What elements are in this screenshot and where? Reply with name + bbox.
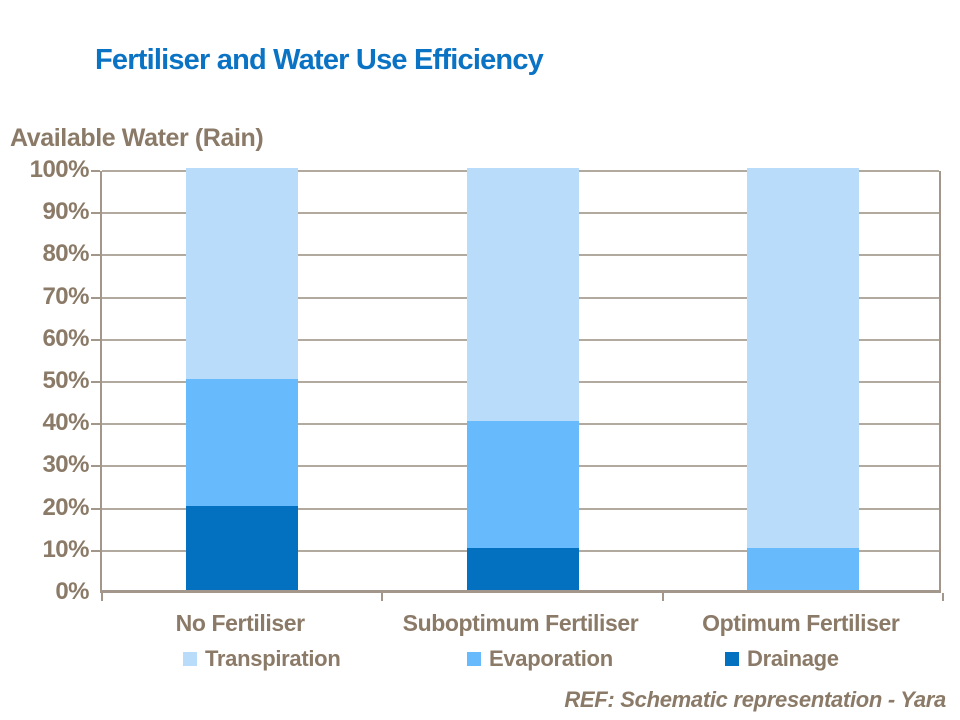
y-tick-mark <box>91 170 100 172</box>
y-tick-mark <box>91 296 100 299</box>
y-tick-label-30: 30% <box>42 451 89 479</box>
stacked-bar-1 <box>186 168 299 590</box>
y-tick-mark <box>91 465 100 468</box>
y-tick-label-50: 50% <box>42 366 89 394</box>
bar-segment-drainage <box>466 547 579 590</box>
y-tick-label-90: 90% <box>42 198 89 226</box>
y-tick-label-20: 20% <box>42 493 89 521</box>
y-tick-label-60: 60% <box>42 324 89 352</box>
x-tick-mark <box>381 593 384 601</box>
bar-segment-evaporation <box>746 547 859 590</box>
chart-title: Fertiliser and Water Use Efficiency <box>95 44 544 76</box>
y-tick-mark <box>91 338 100 341</box>
y-tick-mark <box>91 381 100 383</box>
y-tick-mark <box>91 549 100 552</box>
bar-segment-transpiration <box>186 168 299 380</box>
y-tick-label-0: 0% <box>55 577 89 605</box>
legend-item-transpiration: Transpiration <box>183 646 341 672</box>
legend-swatch-icon <box>183 652 197 666</box>
x-category-label: No Fertiliser <box>175 609 305 636</box>
bar-segment-transpiration <box>746 168 859 548</box>
legend-item-evaporation: Evaporation <box>467 646 613 672</box>
stacked-bar-2 <box>466 168 579 590</box>
legend-label: Drainage <box>747 646 839 671</box>
y-tick-label-80: 80% <box>42 240 89 268</box>
y-axis-title: Available Water (Rain) <box>10 124 264 152</box>
reference-note: REF: Schematic representation - Yara <box>564 687 946 712</box>
x-tick-mark <box>661 593 664 601</box>
bar-segment-evaporation <box>466 421 579 548</box>
bar-segment-evaporation <box>186 379 299 506</box>
x-category-label: Optimum Fertiliser <box>702 609 900 636</box>
y-tick-label-10: 10% <box>42 535 89 563</box>
legend-label: Transpiration <box>205 646 341 671</box>
legend-swatch-icon <box>467 652 481 666</box>
plot-area: 0% 10% 20% 30% 40% 50% 60% 70% 80% 90% 100% <box>30 156 944 605</box>
x-category-label: Suboptimum Fertiliser <box>402 609 639 636</box>
x-tick-mark <box>942 593 944 601</box>
y-tick-mark <box>91 507 100 510</box>
legend-swatch-icon <box>725 652 739 666</box>
y-tick-label-100: 100% <box>29 155 90 183</box>
stacked-bar-3 <box>746 168 859 590</box>
legend-item-drainage: Drainage <box>725 646 839 672</box>
y-tick-mark <box>91 423 100 426</box>
y-tick-label-70: 70% <box>42 282 89 310</box>
y-tick-label-40: 40% <box>42 409 89 437</box>
y-tick-mark <box>91 212 100 215</box>
x-tick-mark <box>101 593 103 601</box>
bar-segment-drainage <box>186 505 299 590</box>
y-tick-mark <box>91 254 100 257</box>
bar-segment-transpiration <box>466 168 579 422</box>
legend-label: Evaporation <box>489 646 613 671</box>
